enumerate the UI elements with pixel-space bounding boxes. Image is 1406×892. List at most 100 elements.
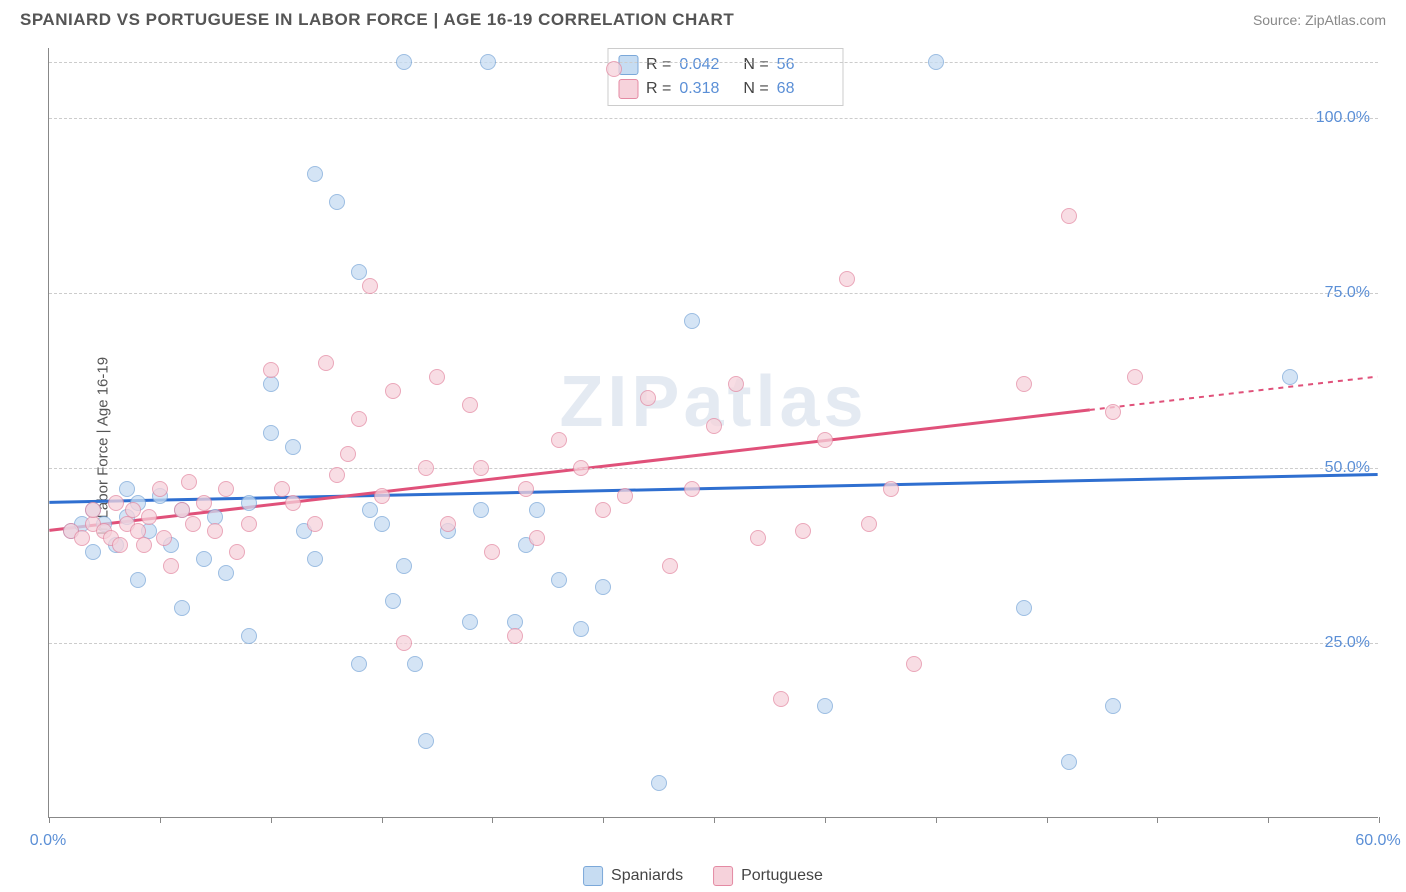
x-tick [1379, 817, 1380, 823]
r-value: 0.318 [679, 80, 735, 98]
portuguese-point [429, 369, 445, 385]
portuguese-point [817, 432, 833, 448]
portuguese-point [706, 418, 722, 434]
portuguese-point [174, 502, 190, 518]
portuguese-point [340, 446, 356, 462]
portuguese-point [385, 383, 401, 399]
spaniards-point [462, 614, 478, 630]
portuguese-point [1016, 376, 1032, 392]
portuguese-point [418, 460, 434, 476]
legend-row-portuguese: R = 0.318 N = 68 [618, 77, 833, 101]
portuguese-point [125, 502, 141, 518]
spaniards-point [407, 656, 423, 672]
y-tick-label: 25.0% [1325, 634, 1370, 652]
series-legend: SpaniardsPortuguese [583, 866, 823, 886]
portuguese-point [529, 530, 545, 546]
spaniards-point [174, 600, 190, 616]
source-attribution: Source: ZipAtlas.com [1253, 12, 1386, 28]
portuguese-point [112, 537, 128, 553]
x-tick [1268, 817, 1269, 823]
x-tick [714, 817, 715, 823]
x-tick [936, 817, 937, 823]
portuguese-swatch-icon [713, 866, 733, 886]
portuguese-point [883, 481, 899, 497]
portuguese-point [440, 516, 456, 532]
scatter-chart: ZIPatlas R =0.042N =56R =0.318N =68 25.0… [48, 48, 1378, 818]
portuguese-point [728, 376, 744, 392]
gridline [49, 118, 1378, 119]
spaniards-point [374, 516, 390, 532]
portuguese-point [484, 544, 500, 560]
gridline [49, 62, 1378, 63]
correlation-legend: R =0.042N =56 R = 0.318 N = 68 [607, 48, 844, 106]
portuguese-point [551, 432, 567, 448]
portuguese-point [473, 460, 489, 476]
portuguese-point [196, 495, 212, 511]
spaniards-point [362, 502, 378, 518]
portuguese-point [595, 502, 611, 518]
spaniards-point [1016, 600, 1032, 616]
portuguese-point [163, 558, 179, 574]
portuguese-point [374, 488, 390, 504]
spaniards-point [263, 376, 279, 392]
portuguese-point [1061, 208, 1077, 224]
spaniards-point [351, 656, 367, 672]
gridline [49, 468, 1378, 469]
spaniards-point [85, 544, 101, 560]
r-label: R = [646, 80, 671, 98]
r-value: 0.042 [679, 56, 735, 74]
portuguese-point [318, 355, 334, 371]
portuguese-point [617, 488, 633, 504]
spaniards-point [396, 558, 412, 574]
portuguese-point [218, 481, 234, 497]
spaniards-point [473, 502, 489, 518]
x-tick [825, 817, 826, 823]
spaniards-point [418, 733, 434, 749]
spaniards-point [119, 481, 135, 497]
portuguese-point [684, 481, 700, 497]
spaniards-point [307, 166, 323, 182]
portuguese-point [307, 516, 323, 532]
portuguese-point [396, 635, 412, 651]
spaniards-point [218, 565, 234, 581]
portuguese-point [152, 481, 168, 497]
spaniards-point [241, 495, 257, 511]
portuguese-point [156, 530, 172, 546]
portuguese-point [362, 278, 378, 294]
spaniards-point [329, 194, 345, 210]
portuguese-swatch-icon [618, 79, 638, 99]
portuguese-point [136, 537, 152, 553]
portuguese-point [229, 544, 245, 560]
portuguese-point [351, 411, 367, 427]
portuguese-point [1105, 404, 1121, 420]
spaniards-point [651, 775, 667, 791]
spaniards-point [130, 572, 146, 588]
spaniards-point [684, 313, 700, 329]
spaniards-swatch-icon [583, 866, 603, 886]
x-tick [1157, 817, 1158, 823]
n-value: 56 [777, 56, 833, 74]
chart-title: SPANIARD VS PORTUGUESE IN LABOR FORCE | … [20, 10, 734, 30]
spaniards-point [1061, 754, 1077, 770]
spaniards-point [595, 579, 611, 595]
n-value: 68 [777, 80, 833, 98]
x-tick [1047, 817, 1048, 823]
portuguese-point [640, 390, 656, 406]
portuguese-point [861, 516, 877, 532]
portuguese-point [185, 516, 201, 532]
spaniards-point [551, 572, 567, 588]
portuguese-point [74, 530, 90, 546]
spaniards-point [263, 425, 279, 441]
x-tick [382, 817, 383, 823]
legend-row-spaniards: R =0.042N =56 [618, 53, 833, 77]
x-tick [271, 817, 272, 823]
spaniards-point [196, 551, 212, 567]
spaniards-point [573, 621, 589, 637]
spaniards-point [480, 54, 496, 70]
n-label: N = [743, 80, 768, 98]
y-tick-label: 50.0% [1325, 459, 1370, 477]
portuguese-point [1127, 369, 1143, 385]
portuguese-point [462, 397, 478, 413]
x-tick [49, 817, 50, 823]
portuguese-point [108, 495, 124, 511]
